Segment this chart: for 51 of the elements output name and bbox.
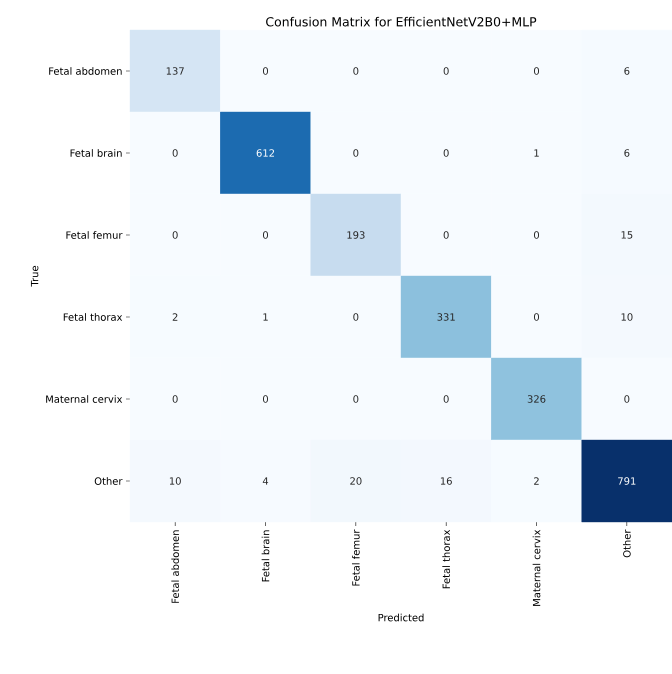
data-label: 10 bbox=[170, 477, 181, 485]
data-label: 16 bbox=[440, 477, 452, 485]
chart-title: Confusion Matrix for EfficientNetV2B0+MLP bbox=[266, 16, 536, 26]
y-tick-label: Maternal cervix bbox=[46, 395, 122, 403]
data-label: 791 bbox=[618, 477, 636, 485]
data-label: 331 bbox=[437, 313, 455, 321]
data-label: 20 bbox=[350, 477, 362, 485]
data-label: 0 bbox=[444, 67, 449, 75]
y-tick-label: Fetal thorax bbox=[64, 313, 122, 321]
data-label: 193 bbox=[347, 231, 365, 239]
data-label: 612 bbox=[256, 149, 274, 157]
data-label: 4 bbox=[262, 477, 268, 485]
y-tick-label: Fetal brain bbox=[70, 149, 122, 157]
data-label: 0 bbox=[353, 149, 358, 157]
data-label: 137 bbox=[166, 67, 184, 75]
x-tick-label: Fetal brain bbox=[262, 530, 270, 582]
data-label: 2 bbox=[172, 313, 178, 321]
data-label: 0 bbox=[444, 149, 449, 157]
x-tick-label: Maternal cervix bbox=[532, 530, 540, 606]
data-label: 0 bbox=[444, 231, 449, 239]
data-label: 10 bbox=[622, 313, 633, 321]
x-axis-title: Predicted bbox=[378, 614, 424, 622]
y-tick-label: Fetal femur bbox=[66, 231, 122, 239]
data-label: 0 bbox=[624, 395, 630, 403]
x-tick-label: Fetal thorax bbox=[442, 530, 450, 588]
data-label: 15 bbox=[622, 231, 632, 239]
data-label: 2 bbox=[534, 477, 539, 485]
data-label: 0 bbox=[353, 313, 358, 321]
data-label: 0 bbox=[353, 67, 358, 75]
y-axis-title: True bbox=[30, 266, 38, 287]
data-label: 1 bbox=[534, 149, 539, 157]
data-label: 0 bbox=[262, 231, 268, 239]
data-label: 0 bbox=[172, 149, 178, 157]
data-label: 0 bbox=[534, 231, 540, 239]
y-tick-label: Fetal abdomen bbox=[49, 67, 122, 75]
y-tick-label: Other bbox=[94, 477, 122, 485]
data-label: 0 bbox=[262, 395, 268, 403]
data-label: 0 bbox=[353, 395, 358, 403]
data-label: 1 bbox=[263, 313, 268, 321]
data-label: 0 bbox=[172, 231, 178, 239]
data-label: 0 bbox=[534, 67, 540, 75]
data-label: 0 bbox=[172, 395, 178, 403]
x-tick-label: Fetal abdomen bbox=[171, 530, 180, 603]
data-label: 0 bbox=[534, 313, 540, 321]
data-label: 326 bbox=[528, 395, 546, 403]
data-label: 6 bbox=[624, 67, 630, 75]
data-label: 6 bbox=[624, 149, 630, 157]
data-label: 0 bbox=[262, 67, 268, 75]
data-label: 0 bbox=[444, 395, 449, 403]
x-tick-label: Fetal femur bbox=[352, 530, 360, 586]
x-tick-label: Other bbox=[622, 530, 631, 558]
